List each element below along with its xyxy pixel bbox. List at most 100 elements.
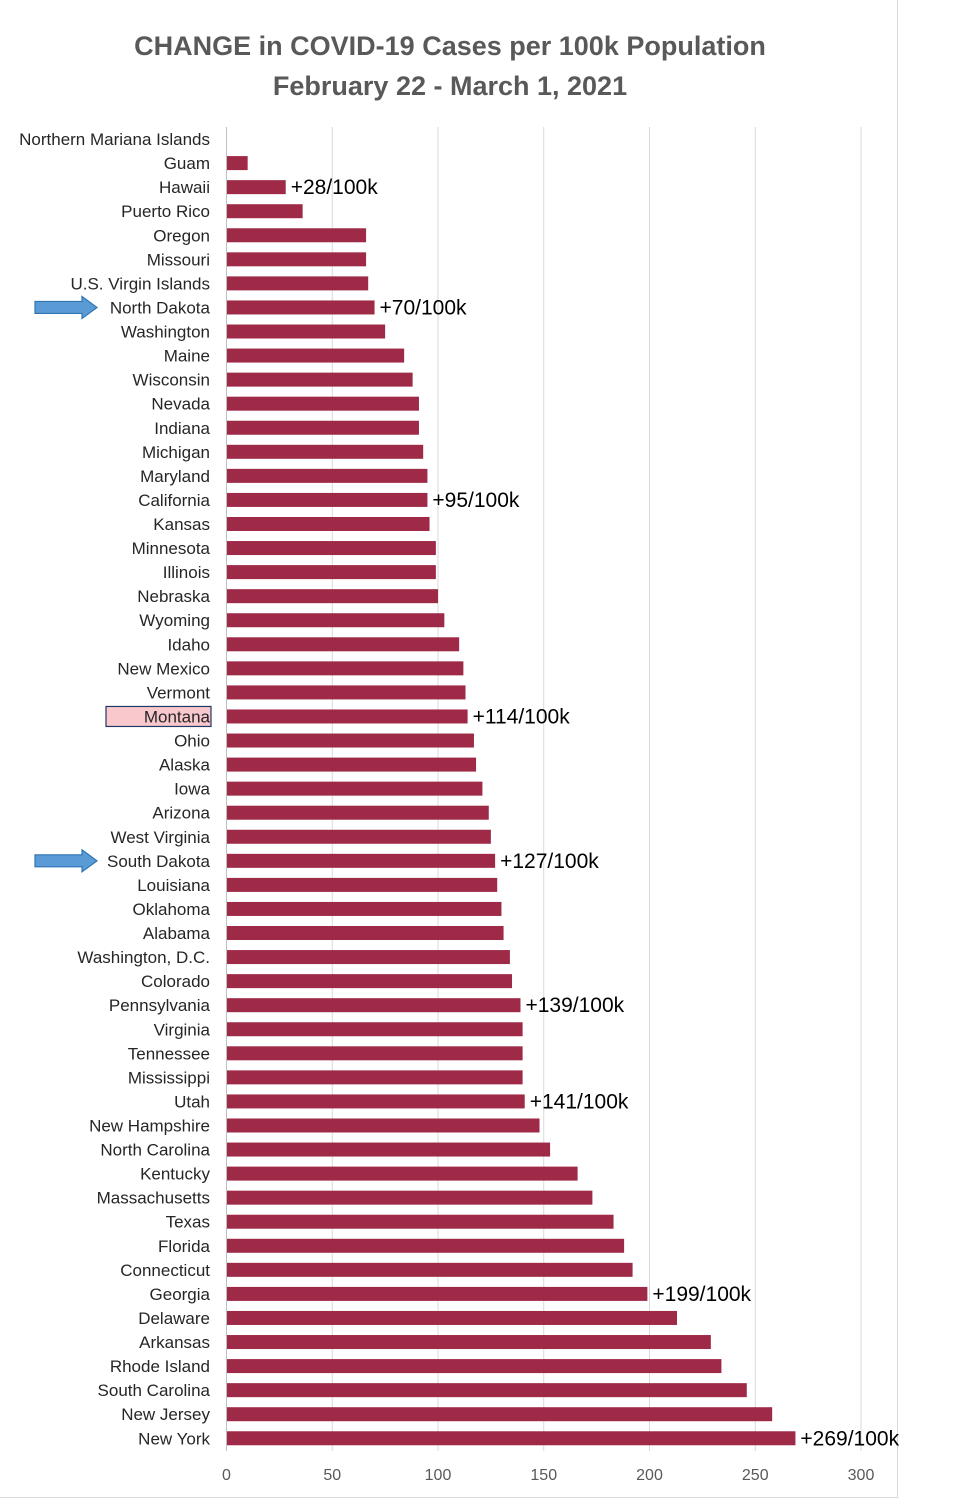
bar-georgia: [226, 1286, 648, 1301]
category-label-texas: Texas: [166, 1213, 210, 1232]
x-tick-label-250: 250: [742, 1467, 769, 1484]
category-label-michigan: Michigan: [142, 443, 210, 462]
category-label-north-carolina: North Carolina: [100, 1141, 210, 1160]
arrow-marker-icon-south-dakota: [34, 848, 99, 874]
category-label-minnesota: Minnesota: [132, 539, 211, 558]
bar-florida: [226, 1238, 625, 1253]
bar-montana: [226, 709, 468, 724]
bar-oregon: [226, 228, 367, 243]
category-label-west-virginia: West Virginia: [110, 828, 210, 847]
bar-indiana: [226, 420, 419, 435]
category-label-south-carolina: South Carolina: [98, 1381, 211, 1400]
bar-puerto-rico: [226, 204, 303, 219]
category-label-mississippi: Mississippi: [128, 1068, 210, 1087]
category-label-nebraska: Nebraska: [137, 587, 210, 606]
bar-missouri: [226, 252, 367, 267]
category-label-massachusetts: Massachusetts: [97, 1189, 210, 1208]
bar-mississippi: [226, 1070, 523, 1085]
bar-california: [226, 492, 428, 507]
category-label-vermont: Vermont: [147, 683, 211, 702]
category-label-new-jersey: New Jersey: [121, 1405, 210, 1424]
category-label-guam: Guam: [164, 154, 210, 173]
x-tick-label-200: 200: [636, 1467, 663, 1484]
category-label-maryland: Maryland: [140, 467, 210, 486]
annotation-hawaii: +28/100k: [291, 176, 378, 199]
category-label-montana: Montana: [144, 707, 211, 726]
bar-kansas: [226, 516, 430, 531]
x-tick-label-0: 0: [222, 1467, 231, 1484]
category-label-south-dakota: South Dakota: [107, 852, 211, 871]
chart-title-block: CHANGE in COVID-19 Cases per 100k Popula…: [0, 26, 900, 106]
category-label-rhode-island: Rhode Island: [110, 1357, 210, 1376]
category-label-pennsylvania: Pennsylvania: [109, 996, 211, 1015]
category-label-utah: Utah: [174, 1092, 210, 1111]
category-label-idaho: Idaho: [167, 635, 210, 654]
bar-south-carolina: [226, 1383, 747, 1398]
category-label-iowa: Iowa: [174, 780, 210, 799]
bar-massachusetts: [226, 1190, 593, 1205]
category-label-puerto-rico: Puerto Rico: [121, 202, 210, 221]
bar-texas: [226, 1214, 614, 1229]
category-label-indiana: Indiana: [154, 419, 210, 438]
category-label-delaware: Delaware: [138, 1309, 210, 1328]
bar-michigan: [226, 444, 424, 459]
bar-maryland: [226, 468, 428, 483]
highlight-box-montana: [105, 705, 212, 728]
bar-u-s-virgin-islands: [226, 276, 369, 291]
annotation-utah: +141/100k: [530, 1090, 629, 1113]
bar-illinois: [226, 565, 436, 580]
category-label-new-mexico: New Mexico: [117, 659, 210, 678]
bar-west-virginia: [226, 829, 491, 844]
bar-alabama: [226, 926, 504, 941]
category-label-arizona: Arizona: [152, 804, 210, 823]
category-label-ohio: Ohio: [174, 732, 210, 751]
category-label-northern-mariana-islands: Northern Mariana Islands: [19, 130, 210, 149]
category-label-u-s-virgin-islands: U.S. Virgin Islands: [70, 274, 210, 293]
bar-delaware: [226, 1310, 677, 1325]
chart-frame: [0, 0, 898, 1498]
annotation-north-dakota: +70/100k: [380, 296, 467, 319]
category-label-louisiana: Louisiana: [137, 876, 210, 895]
bar-new-hampshire: [226, 1118, 540, 1133]
category-label-georgia: Georgia: [150, 1285, 211, 1304]
bar-washington-d-c: [226, 950, 510, 965]
annotation-georgia: +199/100k: [652, 1283, 751, 1306]
bar-nebraska: [226, 589, 438, 604]
category-label-nevada: Nevada: [151, 395, 210, 414]
bar-iowa: [226, 781, 483, 796]
bar-new-york: [226, 1431, 796, 1446]
bar-north-carolina: [226, 1142, 551, 1157]
category-label-kentucky: Kentucky: [140, 1165, 210, 1184]
bar-washington: [226, 324, 386, 339]
bar-new-mexico: [226, 661, 464, 676]
bar-rhode-island: [226, 1359, 722, 1374]
bar-wyoming: [226, 613, 445, 628]
category-label-tennessee: Tennessee: [128, 1044, 210, 1063]
bar-oklahoma: [226, 901, 502, 916]
category-label-kansas: Kansas: [153, 515, 210, 534]
bar-south-dakota: [226, 853, 496, 868]
bar-louisiana: [226, 877, 498, 892]
bar-pennsylvania: [226, 998, 521, 1013]
annotation-pennsylvania: +139/100k: [525, 994, 624, 1017]
category-label-virginia: Virginia: [154, 1020, 211, 1039]
chart-subtitle: February 22 - March 1, 2021: [272, 71, 628, 101]
bar-maine: [226, 348, 405, 363]
bar-arkansas: [226, 1335, 711, 1350]
category-label-oklahoma: Oklahoma: [133, 900, 211, 919]
category-label-alaska: Alaska: [159, 756, 211, 775]
chart-title: CHANGE in COVID-19 Cases per 100k Popula…: [134, 31, 766, 61]
x-tick-label-50: 50: [323, 1467, 341, 1484]
category-label-illinois: Illinois: [163, 563, 210, 582]
x-tick-label-150: 150: [530, 1467, 557, 1484]
category-label-missouri: Missouri: [147, 250, 210, 269]
annotation-montana: +114/100k: [473, 705, 571, 728]
category-label-wisconsin: Wisconsin: [133, 371, 210, 390]
bar-kentucky: [226, 1166, 578, 1181]
category-label-hawaii: Hawaii: [159, 178, 210, 197]
bar-minnesota: [226, 541, 436, 556]
bar-vermont: [226, 685, 466, 700]
category-label-maine: Maine: [164, 347, 210, 366]
category-label-california: California: [138, 491, 210, 510]
annotation-south-dakota: +127/100k: [500, 850, 599, 873]
